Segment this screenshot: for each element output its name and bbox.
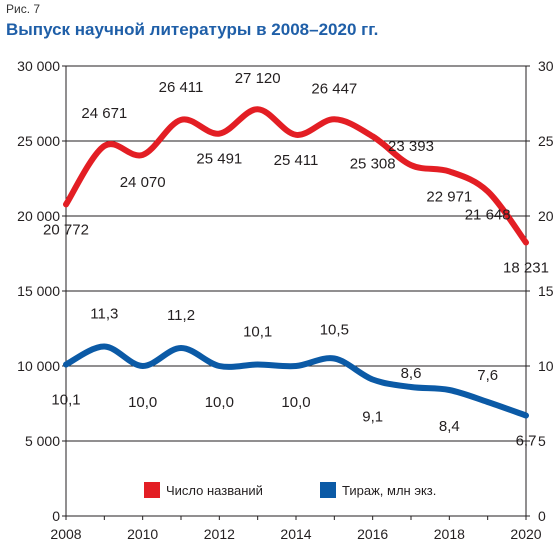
data-label: 24 671 [81,105,127,122]
data-label: 11,2 [167,307,195,324]
data-point [372,379,374,380]
data-point [295,365,297,367]
data-label: 10,1 [51,392,80,409]
left-axis-tick-label: 5 000 [25,433,60,449]
data-point [218,365,220,367]
left-axis-tick-label: 0 [52,508,60,524]
x-axis-tick-label: 2010 [127,526,158,542]
data-point [525,415,527,416]
data-label: 9,1 [362,409,383,426]
data-point [65,203,67,205]
data-point [333,118,335,120]
data-label: 27 120 [235,70,281,87]
data-point [65,364,67,365]
data-label: 8,6 [401,365,422,382]
x-axis-tick-label: 2020 [510,526,541,542]
right-axis-tick-label: 20 [538,208,554,224]
data-point [333,358,335,359]
data-label: 24 070 [120,174,166,191]
x-axis-tick-label: 2014 [280,526,311,542]
legend-swatch-2 [320,482,336,498]
data-label: 7,6 [477,367,498,384]
figure-label: Рис. 7 [6,2,41,16]
data-label: 18 231 [503,260,549,277]
data-point [257,364,259,365]
data-label: 25 308 [350,155,396,172]
legend-label-1: Число названий [166,483,263,498]
left-axis-tick-label: 25 000 [17,133,60,149]
x-axis-tick-label: 2008 [50,526,81,542]
data-point [487,401,489,403]
data-point [142,365,144,367]
left-axis-tick-label: 30 000 [17,58,60,74]
data-label: 21 648 [465,206,511,223]
left-axis-tick-label: 20 000 [17,208,60,224]
data-label: 26 447 [311,80,357,97]
data-label: 10,0 [281,394,310,411]
data-point [372,135,374,137]
right-axis-tick-label: 0 [538,508,546,524]
data-label: 26 411 [159,79,204,96]
x-axis-tick-label: 2012 [204,526,235,542]
data-point [180,119,182,121]
right-axis-tick-label: 15 [538,283,554,299]
x-axis-tick-label: 2016 [357,526,388,542]
chart-title: Выпуск научной литературы в 2008–2020 гг… [6,20,379,39]
right-axis-tick-label: 25 [538,133,554,149]
data-point [103,145,105,147]
data-label: 23 393 [388,138,434,155]
data-label: 10,0 [205,394,234,411]
data-point [257,108,259,110]
data-label: 8,4 [439,418,460,435]
right-axis-tick-label: 5 [538,433,546,449]
left-axis-tick-label: 10 000 [17,358,60,374]
data-point [448,170,450,172]
data-point [410,386,412,388]
data-label: 25 491 [196,151,242,168]
legend-label-2: Тираж, млн экз. [342,483,436,498]
data-label: 10,5 [320,322,349,339]
data-point [103,346,105,347]
data-label: 22 971 [426,188,472,205]
data-label: 25 411 [274,152,319,169]
data-point [487,190,489,192]
legend-swatch-1 [144,482,160,498]
data-point [410,164,412,166]
data-label: 10,1 [243,324,272,341]
data-point [525,242,527,244]
right-axis-tick-label: 10 [538,358,554,374]
data-point [448,389,450,391]
data-label: 11,3 [90,306,118,323]
data-point [180,347,182,349]
left-axis-tick-label: 15 000 [17,283,60,299]
x-axis-tick-label: 2018 [434,526,465,542]
data-point [218,133,220,135]
data-label: 20 772 [43,221,89,238]
data-label: 10,0 [128,394,157,411]
data-label: 6,7 [516,433,537,450]
right-axis-tick-label: 30 [538,58,554,74]
data-point [142,154,144,156]
data-point [295,134,297,136]
